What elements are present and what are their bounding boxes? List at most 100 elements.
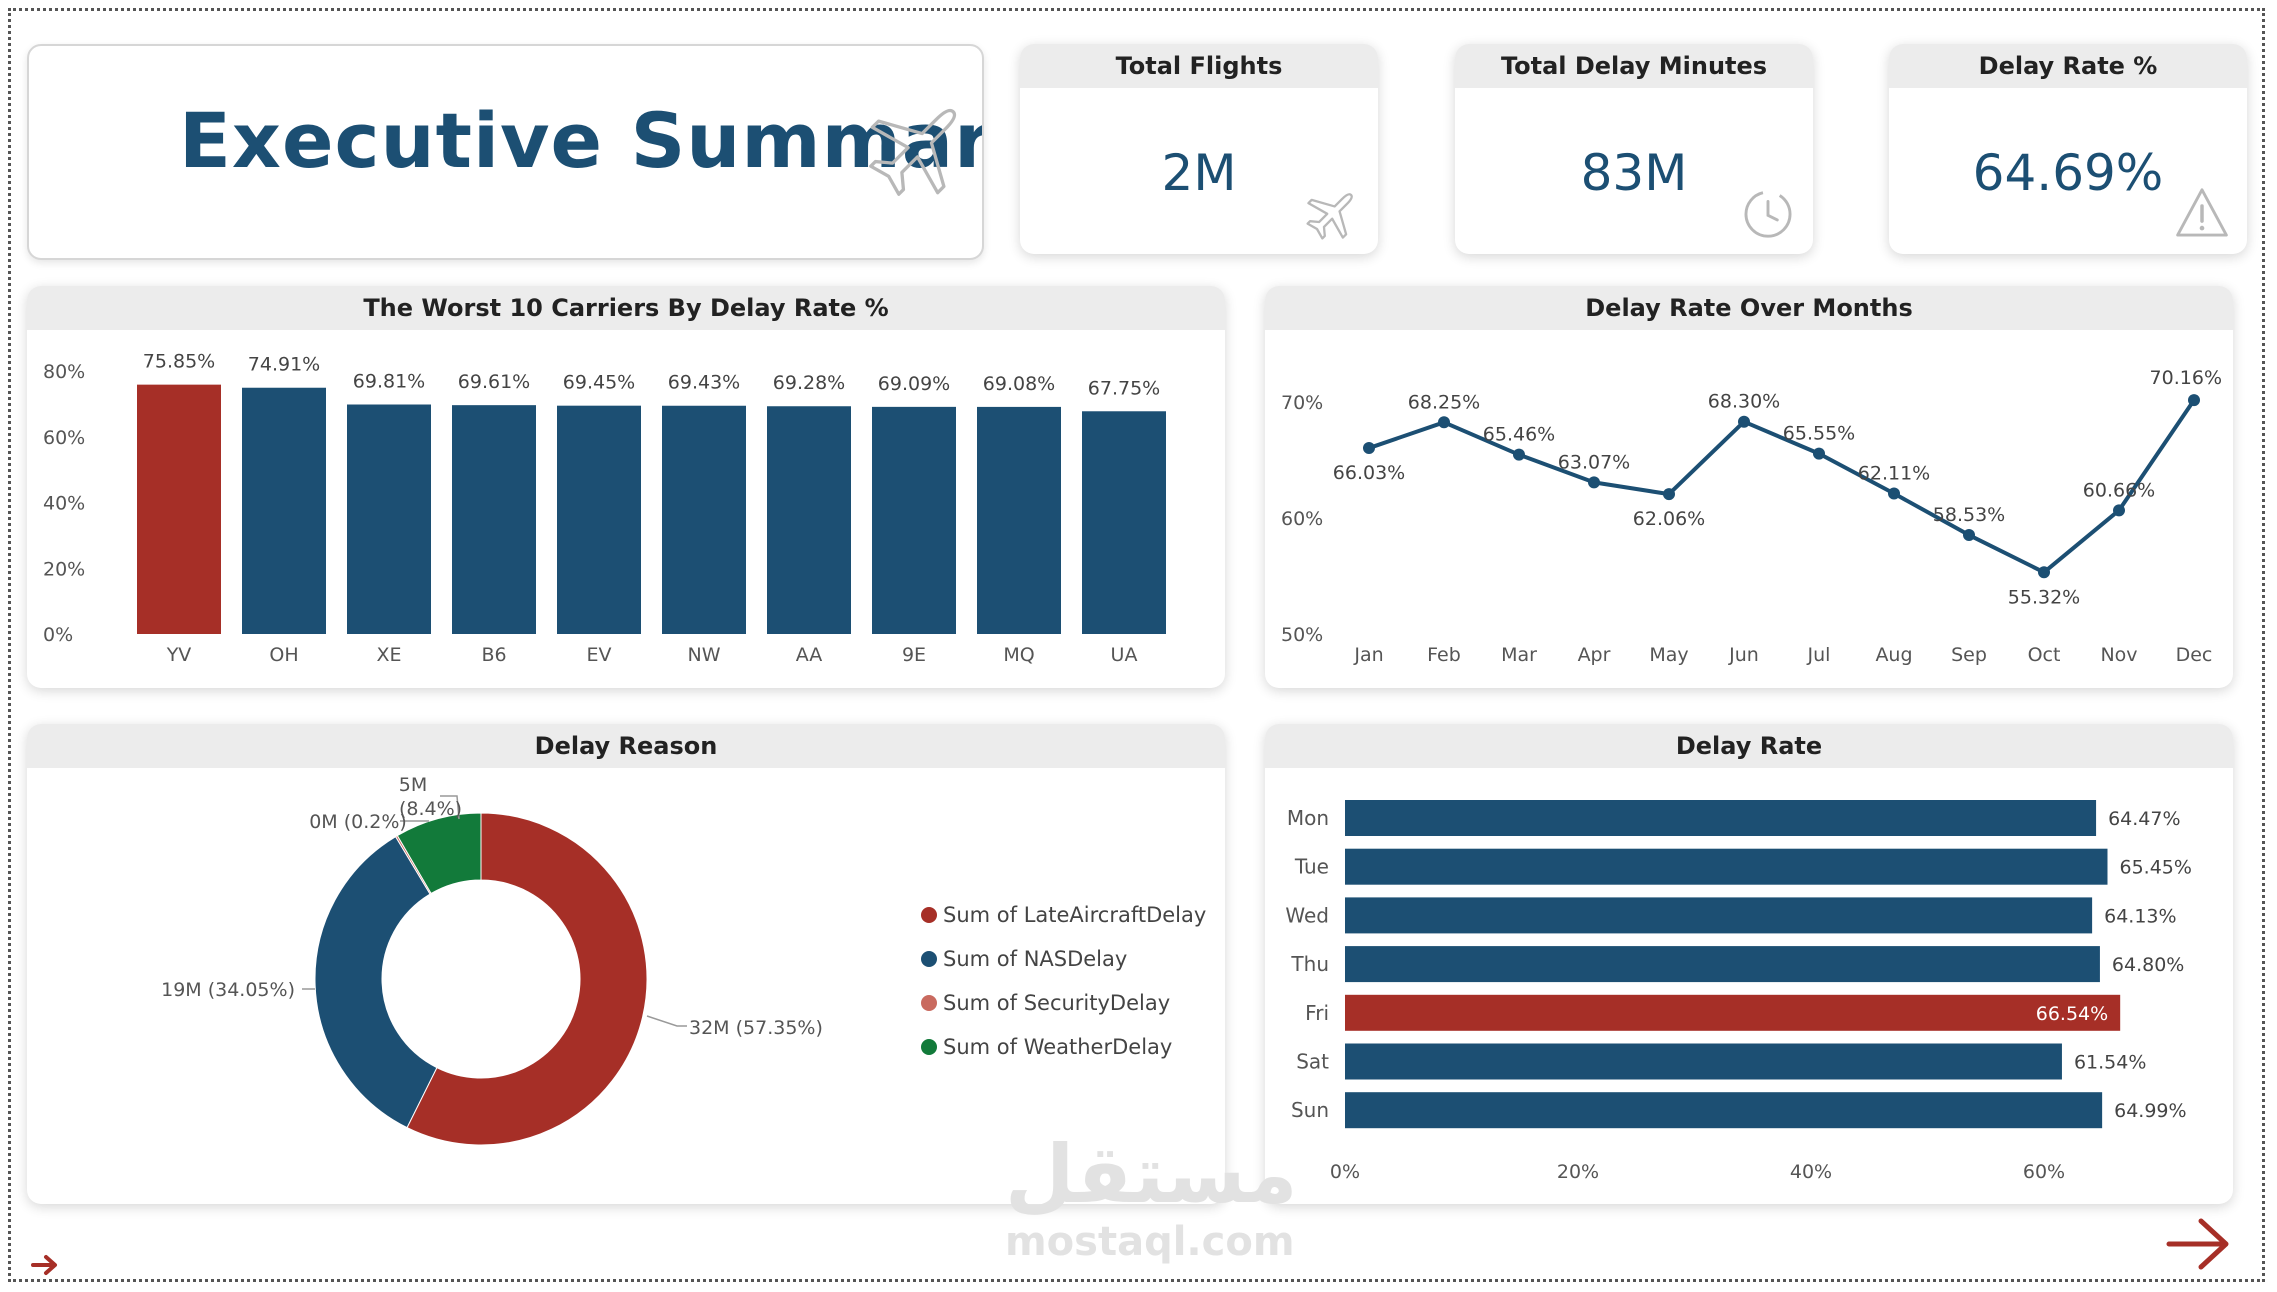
- y-tick-label: 50%: [1281, 624, 1323, 646]
- bar: [662, 405, 746, 634]
- leader-line: [646, 1015, 687, 1027]
- data-point: [2188, 394, 2200, 407]
- data-label: 65.55%: [1783, 423, 1855, 445]
- kpi-label: Delay Rate %: [1889, 44, 2247, 88]
- x-tick-label: UA: [1111, 644, 1138, 666]
- y-tick-label: Sun: [1291, 1098, 1329, 1122]
- bar: [347, 404, 431, 634]
- x-tick-label: 9E: [902, 644, 926, 666]
- bar: [1345, 1092, 2103, 1129]
- x-tick-label: NW: [688, 644, 721, 666]
- data-label: 61.54%: [2074, 1052, 2146, 1074]
- next-page-arrow-icon[interactable]: [2165, 1215, 2231, 1273]
- bar: [1082, 411, 1166, 634]
- x-tick-label: OH: [269, 644, 298, 666]
- back-arrow-icon[interactable]: [30, 1252, 60, 1278]
- data-point: [2113, 504, 2125, 517]
- data-label: 69.08%: [983, 373, 1055, 395]
- data-label: 74.91%: [248, 354, 320, 376]
- months-chart-card: Delay Rate Over Months 50% 60% 70% 66.03% Ja…: [1265, 286, 2233, 688]
- data-point: [1513, 448, 1525, 461]
- data-point: [1888, 487, 1900, 500]
- bar: [767, 406, 851, 634]
- kpi-delay-rate: Delay Rate % 64.69%: [1889, 44, 2247, 254]
- watermark: مستقل mostaql.com: [1005, 1128, 1298, 1265]
- legend-label: Sum of WeatherDelay: [943, 1035, 1172, 1059]
- y-tick-label: 20%: [43, 558, 85, 580]
- x-tick-label: Sep: [1951, 644, 1987, 666]
- x-tick-label: 40%: [1790, 1161, 1832, 1183]
- data-label: 64.47%: [2108, 808, 2180, 830]
- dashboard-frame: [8, 8, 2265, 1282]
- kpi-label: Total Flights: [1020, 44, 1378, 88]
- data-label: 69.81%: [353, 370, 425, 392]
- y-tick-label: Sat: [1296, 1050, 1329, 1074]
- data-label: 63.07%: [1558, 451, 1630, 473]
- chart-title: Delay Rate Over Months: [1265, 286, 2233, 330]
- legend-label: Sum of SecurityDelay: [943, 991, 1170, 1015]
- carriers-bar-chart: 0% 20% 40% 60% 80% 75.85% YV 74.91% OH 69.81% XE 69…: [43, 351, 1166, 666]
- x-tick-label: Jun: [1728, 644, 1759, 666]
- donut-slice: [314, 835, 438, 1129]
- data-label: 69.45%: [563, 372, 635, 394]
- y-tick-label: Thu: [1290, 952, 1329, 976]
- legend-label: Sum of NASDelay: [943, 947, 1127, 971]
- bar: [872, 406, 956, 634]
- data-label: 60.66%: [2083, 479, 2155, 501]
- legend-marker: [921, 907, 937, 923]
- months-line-chart: 50% 60% 70% 66.03% Jan 68.25% Feb 65.46% Mar 63.0…: [1281, 367, 2222, 666]
- slice-label: (8.4%): [399, 798, 462, 820]
- bar: [977, 406, 1061, 634]
- data-point: [1588, 476, 1600, 489]
- x-tick-label: 20%: [1557, 1161, 1599, 1183]
- warning-icon: [2176, 188, 2228, 237]
- carriers-chart-card: The Worst 10 Carriers By Delay Rate % 0%…: [27, 286, 1225, 688]
- data-point: [2038, 566, 2050, 579]
- bar: [1345, 800, 2097, 836]
- x-tick-label: Feb: [1427, 644, 1461, 666]
- bar: [1345, 994, 2121, 1031]
- x-tick-label: B6: [481, 644, 506, 666]
- data-label: 64.99%: [2114, 1100, 2186, 1122]
- kpi-value: 2M: [1161, 144, 1237, 202]
- data-label: 68.25%: [1408, 391, 1480, 413]
- chart-title: The Worst 10 Carriers By Delay Rate %: [27, 286, 1225, 330]
- data-label: 55.32%: [2008, 586, 2080, 608]
- delay-reason-donut: 32M (57.35%) 19M (34.05%) 0M (0.2%) 5M(8.4%…: [161, 774, 1206, 1146]
- data-label: 65.45%: [2119, 857, 2191, 879]
- y-tick-label: 70%: [1281, 392, 1323, 414]
- delay-reason-card: Delay Reason 32M (57.35%) 19M (34.05%) 0M …: [27, 724, 1225, 1204]
- y-tick-label: Mon: [1287, 806, 1329, 830]
- data-label: 68.30%: [1708, 391, 1780, 413]
- x-tick-label: Dec: [2176, 644, 2213, 666]
- data-point: [1738, 415, 1750, 428]
- kpi-label: Total Delay Minutes: [1455, 44, 1813, 88]
- data-point: [1438, 416, 1450, 429]
- slice-label: 32M (57.35%): [689, 1017, 823, 1039]
- data-point: [1963, 529, 1975, 542]
- bar: [452, 405, 536, 634]
- x-tick-label: May: [1649, 644, 1688, 666]
- y-tick-label: 80%: [43, 361, 85, 383]
- donut-slice: [396, 812, 482, 895]
- data-label: 70.16%: [2150, 367, 2222, 389]
- leader-line: [440, 795, 460, 820]
- data-label: 62.11%: [1858, 463, 1930, 485]
- x-tick-label: Mar: [1501, 644, 1537, 666]
- x-tick-label: 60%: [2023, 1161, 2065, 1183]
- y-tick-label: 40%: [43, 493, 85, 515]
- weekday-chart-card: Delay Rate 0% 20% 40% 60% Mon 64.47% Tue 65.45%…: [1265, 724, 2233, 1204]
- legend-label: Sum of LateAircraftDelay: [943, 903, 1206, 927]
- data-label: 58.53%: [1933, 504, 2005, 526]
- watermark-arabic: مستقل: [1005, 1128, 1298, 1221]
- legend-marker: [921, 995, 937, 1011]
- kpi-total-delay-minutes: Total Delay Minutes 83M: [1455, 44, 1813, 254]
- bar: [1345, 848, 2108, 885]
- data-label: 69.61%: [458, 371, 530, 393]
- legend-marker: [921, 951, 937, 967]
- kpi-total-flights: Total Flights 2M: [1020, 44, 1378, 254]
- x-tick-label: MQ: [1003, 644, 1034, 666]
- data-label: 75.85%: [143, 351, 215, 373]
- data-point: [1813, 447, 1825, 460]
- data-label: 66.54%: [2036, 1003, 2108, 1025]
